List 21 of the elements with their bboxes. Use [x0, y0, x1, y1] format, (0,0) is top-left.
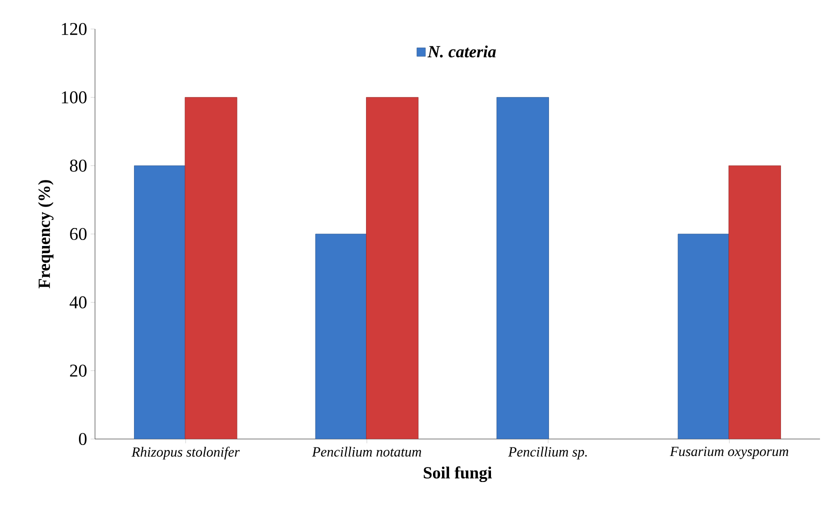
x-axis-title: Soil fungi — [424, 466, 492, 482]
y-axis-title: Frequency (%) — [38, 180, 54, 288]
bar — [496, 97, 549, 439]
y-tick-label: 60 — [70, 228, 87, 240]
bar — [315, 234, 368, 439]
y-tick-label: 20 — [70, 364, 87, 377]
bar — [728, 165, 781, 439]
bar — [678, 234, 730, 439]
x-tick-label: Pencillium notatum — [312, 446, 422, 457]
y-tick-label: 0 — [78, 432, 87, 446]
y-tick-label: 120 — [62, 22, 87, 36]
x-tick-label: Fusarium oxysporum — [670, 446, 788, 460]
x-tick-label: Pencillium sp. — [508, 446, 587, 460]
y-tick-label: 100 — [62, 91, 87, 104]
bar — [184, 97, 238, 439]
legend-label: N. cateria — [427, 45, 496, 58]
y-tick-label: 40 — [70, 296, 87, 308]
y-tick-label: 80 — [70, 160, 87, 172]
bar — [134, 165, 186, 439]
bar — [366, 97, 418, 439]
x-tick-label: Rhizopus stolonifer — [131, 446, 240, 460]
